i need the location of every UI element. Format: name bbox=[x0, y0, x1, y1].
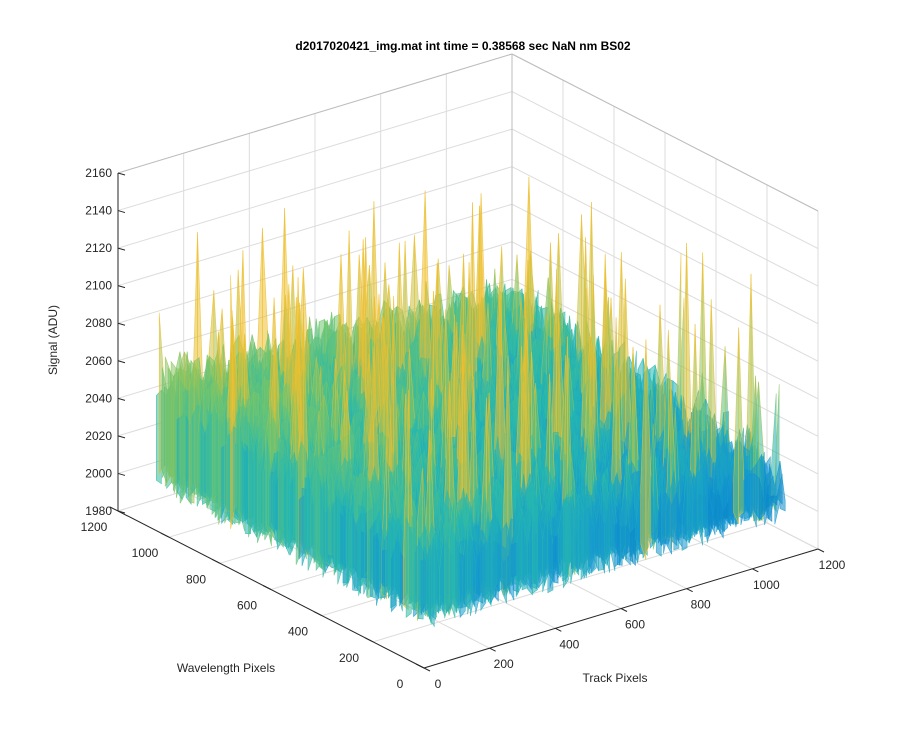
backwall-gridline-z bbox=[117, 128, 513, 249]
surface-layer bbox=[156, 176, 786, 628]
sidewall-gridline-z bbox=[511, 278, 819, 437]
sidewall-gridline-z bbox=[511, 91, 819, 250]
sidewall-gridline-z bbox=[511, 128, 819, 287]
sidewall-gridline-z bbox=[511, 203, 819, 362]
backwall-gridline-z bbox=[117, 241, 513, 362]
backwall-gridline-z bbox=[117, 166, 513, 287]
backwall-gridline-z bbox=[117, 91, 513, 212]
box-edge bbox=[511, 53, 819, 212]
sidewall-gridline-z bbox=[511, 241, 819, 400]
floor-gridline-y bbox=[372, 522, 768, 643]
sidewall-gridline-z bbox=[511, 166, 819, 325]
backwall-gridline-z bbox=[117, 203, 513, 324]
box-edge bbox=[117, 53, 513, 174]
